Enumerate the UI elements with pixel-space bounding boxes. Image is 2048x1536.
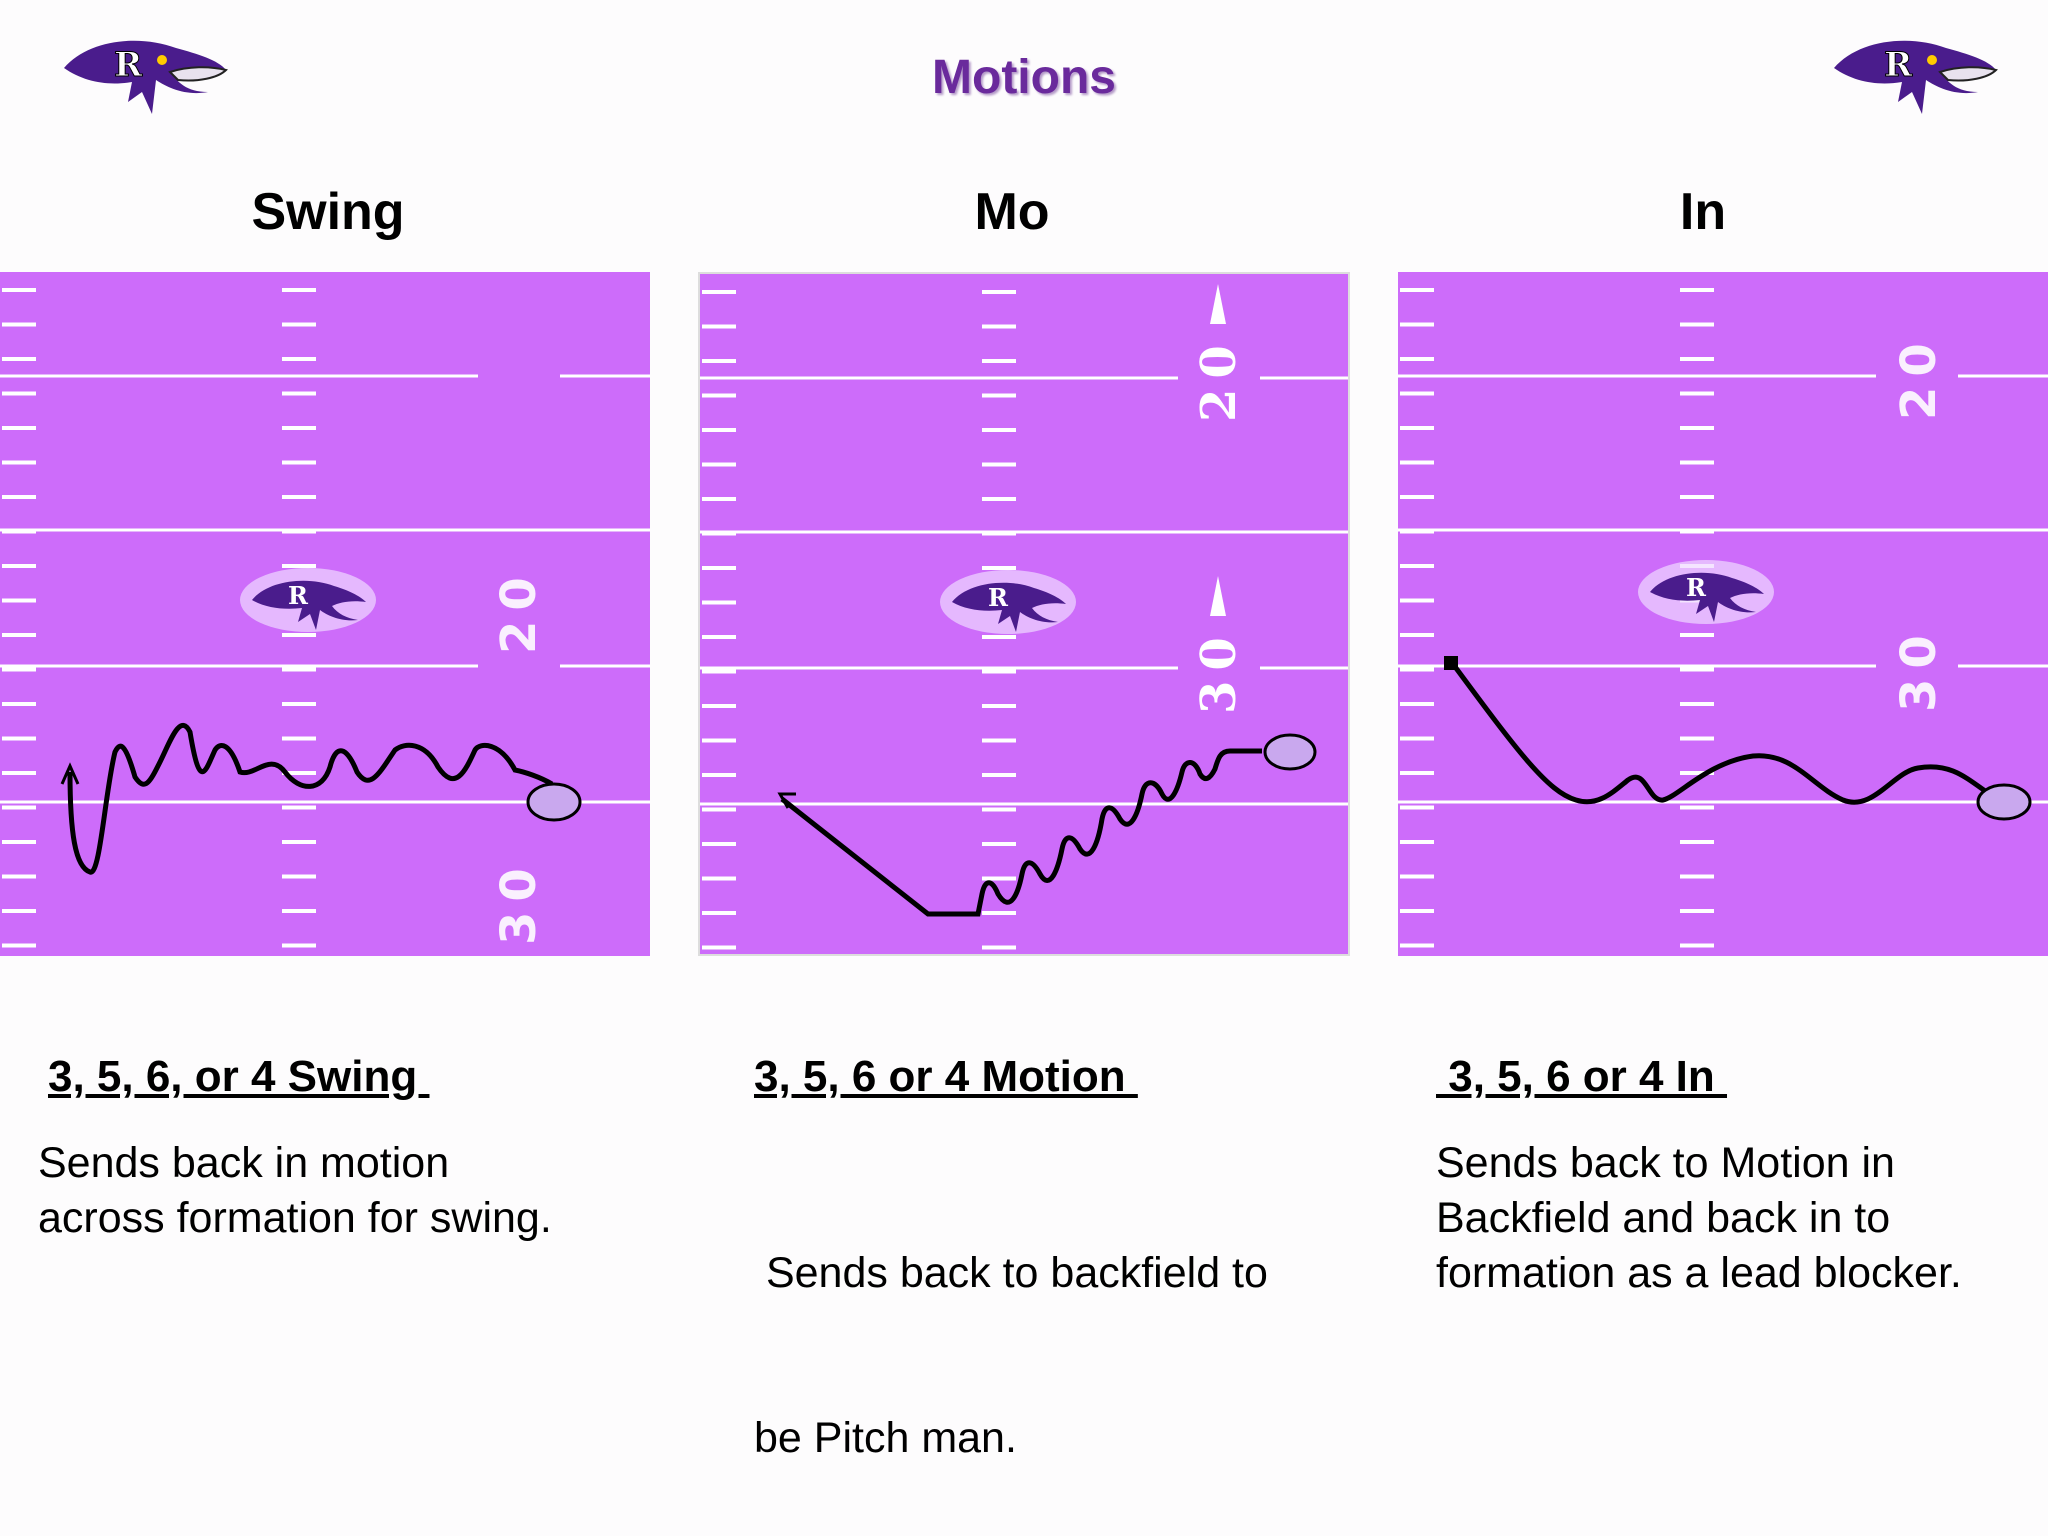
midfield-logo-icon: R [940,570,1076,634]
caption-line: formation as a lead blocker. [1436,1249,1962,1297]
svg-text:R: R [288,581,309,610]
raven-logo-icon: R [64,40,228,114]
page-title: Motions [932,51,1116,104]
caption-text-mo: Sends back to backfield to be Pitch man. [754,1136,1268,1521]
svg-text:R: R [114,45,143,85]
caption-title-mo: 3, 5, 6 or 4 Motion [754,1052,1138,1101]
yard-number-30: 30 [1891,625,1947,712]
yard-number-30: 30 [491,858,547,945]
caption-line: Backfield and back in to [1436,1194,1891,1242]
caption-text-in: Sends back to Motion in Backfield and ba… [1436,1136,1962,1301]
caption-line: Sends back to backfield to [754,1249,1268,1297]
football-field-swing: 20 30 R [0,272,650,956]
raven-logo-icon: R [1834,40,1998,114]
football-field-mo: 20 30 R [698,272,1350,956]
player-circle-icon [1263,733,1317,771]
yard-number-20: 20 [1191,335,1247,422]
yard-lines [1398,374,2048,804]
yard-direction-arrow-icon [1210,576,1226,616]
player-circle-icon [526,782,582,822]
caption-line: Sends back to Motion in [1436,1139,1895,1187]
yard-lines [700,376,1348,806]
motion-endpoint-icon [1444,656,1458,670]
caption-title-in: 3, 5, 6 or 4 In [1436,1052,1728,1101]
motion-path-swing [67,722,554,875]
motion-path-mo [780,748,1262,917]
panel-title-in: In [1679,183,1727,241]
motion-arrow-icon [777,792,796,809]
svg-text:R: R [988,583,1009,612]
motion-arrow-icon [60,762,80,785]
svg-text:R: R [1884,45,1913,85]
panel-title-mo: Mo [974,183,1050,241]
caption-text-swing: Sends back in motion across formation fo… [38,1136,552,1246]
caption-line: across formation for swing. [38,1194,552,1242]
football-field-in: 20 30 R [1398,272,2048,956]
yard-number-20: 20 [491,567,547,654]
midfield-logo-icon: R [240,568,376,632]
motion-path-in [1450,662,2000,805]
field-hash-marks [702,290,1016,950]
svg-text:R: R [1686,573,1707,602]
yard-number-30: 30 [1191,627,1247,714]
yard-number-20: 20 [1891,333,1947,420]
player-circle-icon [1976,783,2032,821]
caption-line: be Pitch man. [754,1414,1017,1462]
caption-line: Sends back in motion [38,1139,450,1187]
caption-title-swing: 3, 5, 6, or 4 Swing [48,1052,430,1101]
yard-direction-arrow-icon [1210,284,1226,324]
panel-title-swing: Swing [251,183,405,241]
midfield-logo-icon: R [1638,560,1774,624]
